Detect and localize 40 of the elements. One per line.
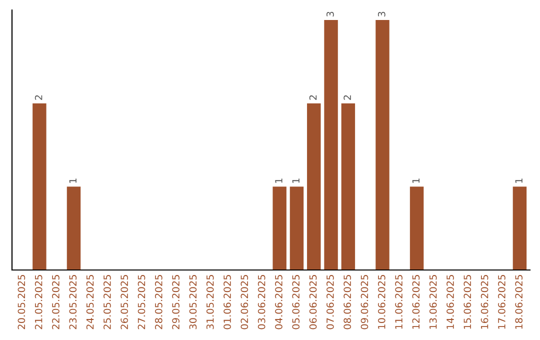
data-label: 1 (292, 178, 300, 183)
x-tick-label: 23.05.2025 (69, 275, 77, 330)
x-tick-label: 26.05.2025 (120, 275, 128, 330)
x-tick-label: 13.06.2025 (429, 275, 437, 329)
x-tick-label: 29.05.2025 (172, 275, 180, 330)
x-tick-label: 20.05.2025 (18, 275, 26, 330)
x-tick-label: 03.06.2025 (258, 275, 266, 330)
data-label: 1 (515, 178, 522, 183)
x-tick-label: 24.05.2025 (86, 275, 94, 330)
x-tick-label: 02.06.2025 (240, 275, 248, 330)
data-label: 1 (412, 178, 420, 183)
x-tick-label: 25.05.2025 (104, 275, 111, 330)
x-tick-label: 16.06.2025 (480, 275, 488, 329)
x-tick-label: 05.06.2025 (292, 275, 300, 330)
x-tick-label: 22.05.2025 (52, 275, 60, 330)
x-tick-label: 07.06.2025 (326, 275, 334, 330)
x-tick-label: 12.06.2025 (412, 275, 420, 329)
x-tick-label: 01.06.2025 (224, 275, 231, 330)
x-tick-label: 21.05.2025 (34, 275, 42, 330)
x-tick-label: 11.06.2025 (395, 275, 402, 329)
x-tick-label: 17.06.2025 (498, 275, 506, 329)
data-label: 3 (326, 12, 334, 16)
data-label: 1 (69, 178, 76, 183)
x-tick-label: 04.06.2025 (275, 275, 282, 330)
data-label: 3 (378, 12, 386, 16)
x-tick-label: 31.05.2025 (206, 275, 214, 330)
x-tick-label: 18.06.2025 (515, 275, 523, 329)
x-tick-label: 14.06.2025 (446, 275, 454, 329)
x-tick-label: 06.06.2025 (309, 275, 317, 330)
data-label: 2 (344, 95, 351, 100)
x-tick-label: 28.05.2025 (154, 275, 162, 330)
x-tick-label: 15.06.2025 (464, 275, 472, 329)
x-tick-label: 08.06.2025 (344, 275, 352, 330)
x-tick-label: 10.06.2025 (378, 275, 386, 329)
data-label: 2 (309, 95, 317, 100)
x-tick-label: 30.05.2025 (189, 275, 197, 330)
data-label: 1 (275, 178, 282, 183)
x-tick-label: 09.06.2025 (360, 275, 368, 330)
data-label: 2 (34, 95, 42, 100)
x-tick-label: 27.05.2025 (138, 275, 146, 330)
